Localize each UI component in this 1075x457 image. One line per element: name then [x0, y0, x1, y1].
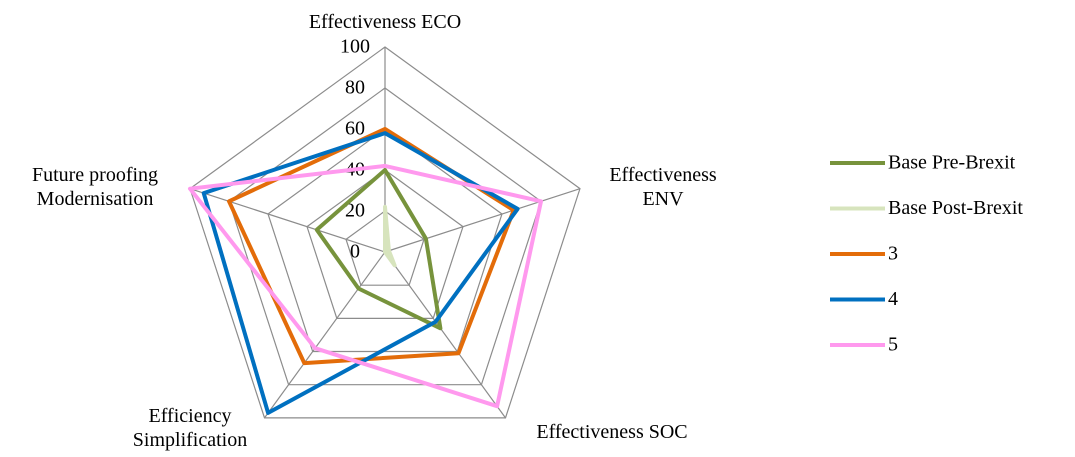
spoke — [384, 188, 581, 253]
r-tick-label: 20 — [345, 200, 365, 222]
r-tick-label: 80 — [345, 77, 365, 99]
r-tick-label: 60 — [345, 118, 365, 140]
spoke — [189, 188, 386, 253]
legend-label: Base Post-Brexit — [888, 197, 1023, 219]
series-line — [383, 204, 397, 268]
r-tick-label: 0 — [350, 241, 360, 263]
legend-label: 5 — [888, 334, 898, 356]
series-line — [227, 127, 516, 366]
category-label: Effectiveness ECO — [308, 11, 462, 33]
spoke — [264, 251, 386, 419]
r-tick-label: 100 — [340, 36, 370, 58]
grid-ring — [345, 210, 425, 286]
legend-label: 4 — [888, 288, 898, 310]
category-label: Efficiency Simplification — [132, 405, 248, 451]
category-label: Future proofing Modernisation — [31, 164, 159, 210]
category-label: Effectiveness ENV — [609, 164, 717, 210]
spoke — [384, 251, 506, 419]
category-label: Effectiveness SOC — [536, 421, 688, 443]
legend-label: Base Pre-Brexit — [888, 152, 1016, 174]
legend-label: 3 — [888, 243, 898, 265]
series-line — [188, 163, 543, 409]
series-line — [314, 168, 443, 331]
grid-ring — [189, 46, 581, 419]
grid-ring — [306, 169, 464, 319]
